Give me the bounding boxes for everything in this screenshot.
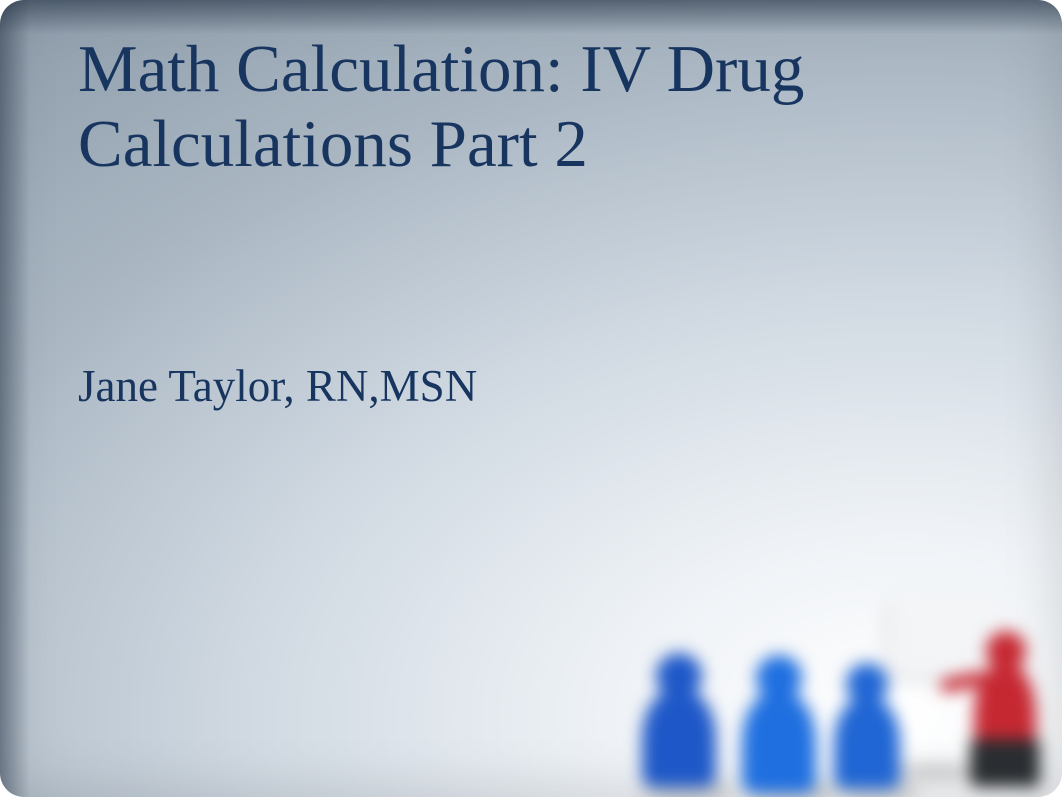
slide-left-bevel [0, 0, 30, 797]
whiteboard-icon [890, 594, 1002, 680]
decorative-illustration [602, 557, 1062, 797]
figure-shadow [896, 763, 976, 781]
briefcase-icon [970, 739, 1040, 787]
presentation-slide: Math Calculation: IV Drug Calculations P… [0, 0, 1062, 797]
slide-top-bevel [0, 0, 1062, 34]
slide-title: Math Calculation: IV Drug Calculations P… [78, 32, 838, 182]
slide-author: Jane Taylor, RN,MSN [78, 360, 477, 412]
